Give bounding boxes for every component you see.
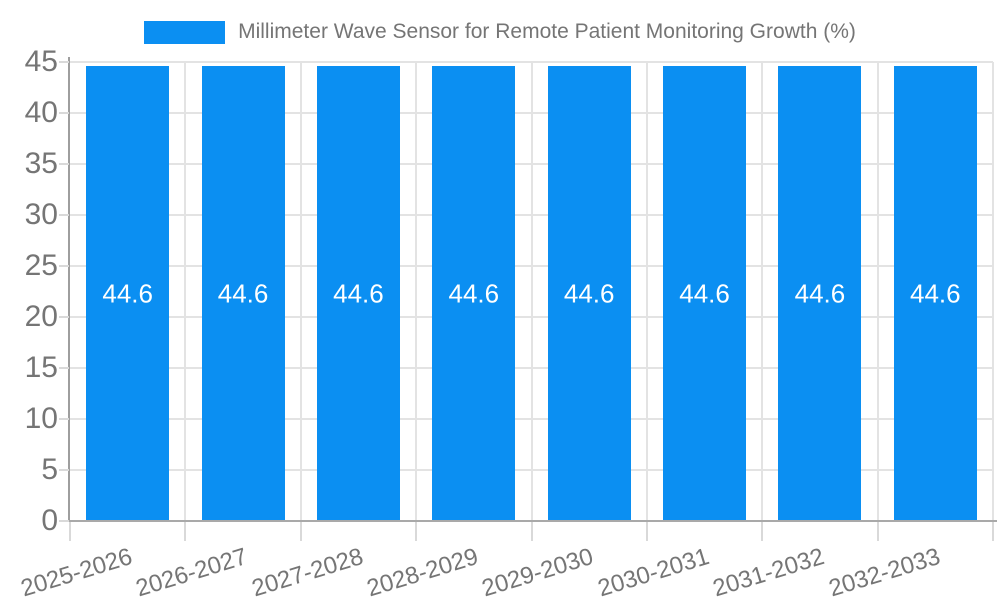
y-tick-mark xyxy=(59,112,69,114)
y-tick-mark xyxy=(59,520,69,522)
bar[interactable]: 44.6 xyxy=(86,66,170,521)
x-tick-mark xyxy=(530,522,533,541)
y-tick-mark xyxy=(59,469,69,471)
y-tick-label: 35 xyxy=(24,147,58,180)
x-tick-mark xyxy=(184,522,187,541)
y-tick-label: 25 xyxy=(24,249,58,282)
gridline-vertical xyxy=(645,62,648,521)
bar-value-label: 44.6 xyxy=(217,278,269,309)
bar-value-label: 44.6 xyxy=(333,278,384,309)
y-tick-label: 40 xyxy=(24,96,58,129)
gridline-vertical xyxy=(299,62,302,521)
y-tick-mark xyxy=(59,367,69,369)
y-tick-mark xyxy=(59,265,69,267)
x-tick-mark xyxy=(415,522,418,541)
bar-value-label: 44.6 xyxy=(910,278,961,309)
y-tick-label: 30 xyxy=(24,198,58,231)
y-tick-mark xyxy=(59,214,69,216)
x-tick-mark xyxy=(69,522,71,541)
bar-value-label: 44.6 xyxy=(448,278,500,309)
gridline-vertical xyxy=(761,62,764,521)
bar[interactable]: 44.6 xyxy=(778,66,862,521)
legend[interactable]: Millimeter Wave Sensor for Remote Patien… xyxy=(0,19,1000,45)
x-tick-mark xyxy=(876,522,879,541)
x-tick-label: 2029-2030 xyxy=(479,543,597,600)
bar[interactable]: 44.6 xyxy=(663,66,747,521)
y-tick-label: 5 xyxy=(41,453,58,486)
y-tick-mark xyxy=(59,61,69,63)
x-tick-label: 2031-2032 xyxy=(709,543,828,600)
y-tick-label: 45 xyxy=(24,45,58,78)
bar-value-label: 44.6 xyxy=(563,278,615,309)
y-axis-line xyxy=(68,57,70,522)
y-tick-mark xyxy=(59,163,69,165)
x-axis-line xyxy=(68,520,997,522)
x-tick-mark xyxy=(761,522,764,541)
gridline-vertical xyxy=(876,62,879,521)
bar-value-label: 44.6 xyxy=(794,278,846,309)
x-tick-mark xyxy=(992,522,994,541)
legend-swatch xyxy=(144,20,226,44)
bar[interactable]: 44.6 xyxy=(432,66,516,521)
y-tick-label: 10 xyxy=(24,402,58,435)
x-tick-label: 2025-2026 xyxy=(17,543,136,600)
x-tick-label: 2026-2027 xyxy=(133,543,251,600)
bar[interactable]: 44.6 xyxy=(316,66,400,521)
x-tick-label: 2032-2033 xyxy=(825,543,943,600)
x-tick-label: 2027-2028 xyxy=(248,543,367,600)
y-tick-label: 20 xyxy=(24,300,58,333)
gridline-vertical xyxy=(415,62,418,521)
gridline-vertical xyxy=(530,62,533,521)
plot-area: 44.6 44.6 44.6 44.6 44.6 44.6 44.6 44.6 xyxy=(70,61,994,521)
y-tick-label: 0 xyxy=(41,504,58,537)
y-tick-label: 15 xyxy=(24,351,58,384)
x-tick-label: 2030-2031 xyxy=(594,543,713,600)
x-tick-label: 2028-2029 xyxy=(363,543,482,600)
bar[interactable]: 44.6 xyxy=(201,66,285,521)
x-tick-mark xyxy=(299,522,302,541)
gridline-vertical xyxy=(184,62,187,521)
legend-label: Millimeter Wave Sensor for Remote Patien… xyxy=(238,20,856,43)
gridline-vertical xyxy=(992,62,994,521)
bar-value-label: 44.6 xyxy=(102,278,153,309)
bar[interactable]: 44.6 xyxy=(547,66,631,521)
bar-value-label: 44.6 xyxy=(679,278,730,309)
y-tick-mark xyxy=(59,316,69,318)
x-tick-mark xyxy=(645,522,648,541)
bar[interactable]: 44.6 xyxy=(893,66,977,521)
y-tick-mark xyxy=(59,418,69,420)
